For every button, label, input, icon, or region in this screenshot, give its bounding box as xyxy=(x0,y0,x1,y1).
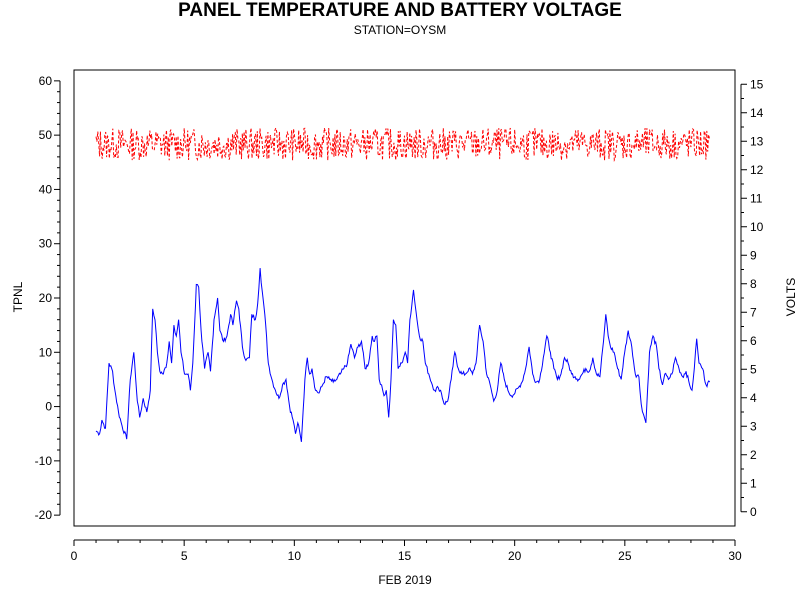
y-left-tick-label: 0 xyxy=(45,400,52,414)
chart-subtitle: STATION=OYSM xyxy=(353,23,447,37)
y-axis-right-label: VOLTS xyxy=(784,278,798,316)
y-left-tick-label: 10 xyxy=(39,345,53,359)
y-right-tick-label: 6 xyxy=(750,334,757,348)
x-tick-label: 30 xyxy=(728,549,742,563)
x-tick-label: 15 xyxy=(398,549,412,563)
x-tick-label: 5 xyxy=(181,549,188,563)
chart-title: PANEL TEMPERATURE AND BATTERY VOLTAGE xyxy=(178,0,622,21)
axes: 0 5 10 15 20 25 30-20-100102030405060012345678… xyxy=(35,69,764,563)
y-left-tick-label: 20 xyxy=(39,291,53,305)
y-left-tick-label: -20 xyxy=(35,508,53,522)
y-right-tick-label: 1 xyxy=(750,476,757,490)
y-left-tick-label: 40 xyxy=(39,182,53,196)
plot-frame xyxy=(73,69,736,527)
y-left-tick-label: -10 xyxy=(35,454,53,468)
series-line-volts xyxy=(95,126,710,162)
y-right-tick-label: 4 xyxy=(750,391,757,405)
series-line-tpnl xyxy=(95,268,711,442)
x-tick-label: 10 xyxy=(288,549,302,563)
x-axis-label: FEB 2019 xyxy=(378,573,432,587)
y-left-tick-label: 30 xyxy=(39,237,53,251)
y-right-tick-label: 7 xyxy=(750,305,757,319)
y-right-tick-label: 0 xyxy=(750,505,757,519)
y-right-tick-label: 5 xyxy=(750,362,757,376)
y-right-tick-label: 11 xyxy=(750,191,763,205)
y-right-tick-label: 3 xyxy=(750,419,757,433)
y-right-tick-label: 8 xyxy=(750,277,757,291)
y-axis-left-label: TPNL xyxy=(11,281,25,312)
y-right-tick-label: 9 xyxy=(750,248,757,262)
y-left-tick-label: 50 xyxy=(39,128,53,142)
x-tick-label: 20 xyxy=(508,549,522,563)
y-right-tick-label: 10 xyxy=(750,220,764,234)
y-right-tick-label: 12 xyxy=(750,163,764,177)
series-layer xyxy=(95,126,711,442)
x-tick-label: 0 xyxy=(71,549,78,563)
y-right-tick-label: 15 xyxy=(750,77,764,91)
x-tick-label: 25 xyxy=(618,549,632,563)
y-right-tick-label: 14 xyxy=(750,106,764,120)
y-right-tick-label: 2 xyxy=(750,448,757,462)
y-right-tick-label: 13 xyxy=(750,134,764,148)
y-left-tick-label: 60 xyxy=(39,74,53,88)
